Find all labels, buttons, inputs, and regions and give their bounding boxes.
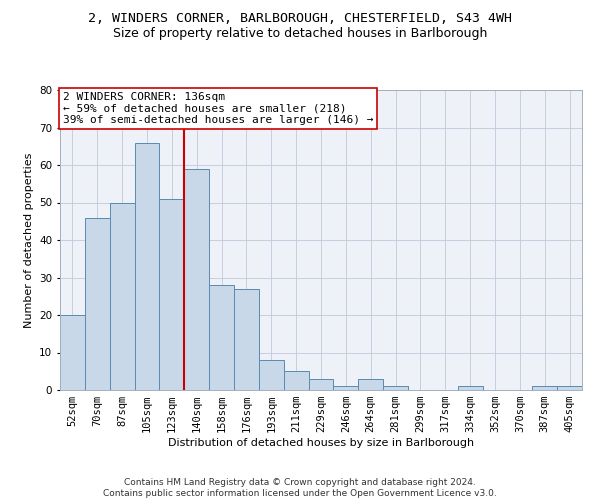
Bar <box>458 386 482 390</box>
Bar <box>184 169 209 390</box>
Text: 2 WINDERS CORNER: 136sqm
← 59% of detached houses are smaller (218)
39% of semi-: 2 WINDERS CORNER: 136sqm ← 59% of detach… <box>62 92 373 124</box>
X-axis label: Distribution of detached houses by size in Barlborough: Distribution of detached houses by size … <box>168 438 474 448</box>
Bar <box>383 386 408 390</box>
Bar <box>358 379 383 390</box>
Text: 2, WINDERS CORNER, BARLBOROUGH, CHESTERFIELD, S43 4WH: 2, WINDERS CORNER, BARLBOROUGH, CHESTERF… <box>88 12 512 26</box>
Bar <box>308 379 334 390</box>
Bar <box>60 315 85 390</box>
Text: Size of property relative to detached houses in Barlborough: Size of property relative to detached ho… <box>113 28 487 40</box>
Y-axis label: Number of detached properties: Number of detached properties <box>23 152 34 328</box>
Bar <box>557 386 582 390</box>
Bar <box>234 289 259 390</box>
Bar <box>134 142 160 390</box>
Bar <box>334 386 358 390</box>
Bar <box>85 218 110 390</box>
Bar <box>110 202 134 390</box>
Bar <box>209 285 234 390</box>
Bar <box>160 198 184 390</box>
Bar <box>259 360 284 390</box>
Text: Contains HM Land Registry data © Crown copyright and database right 2024.
Contai: Contains HM Land Registry data © Crown c… <box>103 478 497 498</box>
Bar <box>532 386 557 390</box>
Bar <box>284 371 308 390</box>
